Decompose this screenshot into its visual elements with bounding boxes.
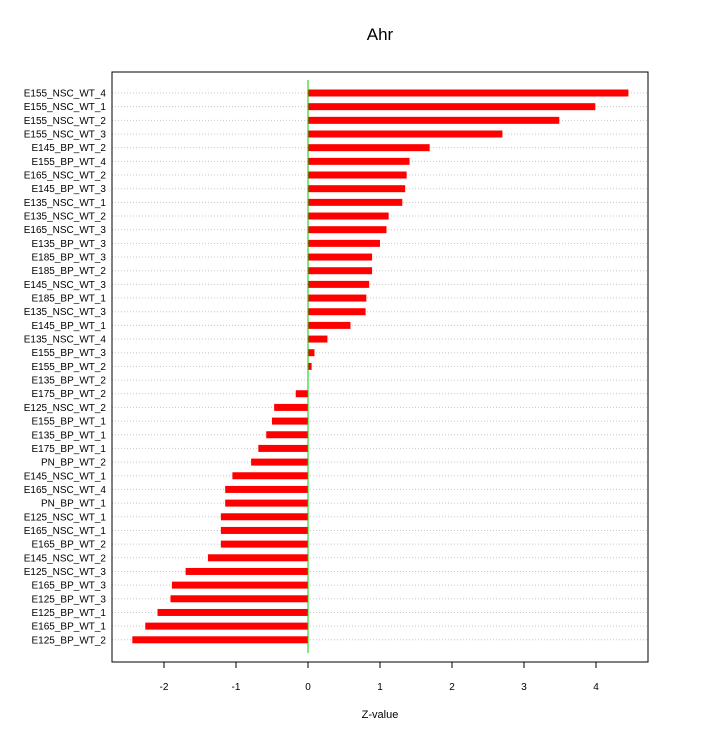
bar	[308, 239, 380, 247]
category-label: E135_NSC_WT_2	[24, 212, 107, 223]
bar	[274, 403, 308, 411]
bar	[220, 540, 308, 548]
category-label: E165_BP_WT_3	[32, 581, 107, 592]
category-label: E145_BP_WT_2	[32, 143, 107, 154]
category-label: E145_NSC_WT_2	[24, 553, 107, 564]
category-label: E125_NSC_WT_3	[24, 567, 107, 578]
bars	[132, 89, 629, 644]
category-label: E155_BP_WT_1	[32, 417, 107, 428]
bar	[258, 444, 308, 452]
x-tick-label: -1	[232, 682, 241, 693]
x-axis: -2 -1 0 1 2 3 4	[160, 662, 599, 693]
category-label: E175_BP_WT_1	[32, 444, 107, 455]
x-axis-label: Z-value	[362, 709, 399, 721]
bar	[220, 513, 308, 521]
category-label: E135_NSC_WT_1	[24, 198, 107, 209]
bar	[308, 144, 430, 152]
x-tick-label: 0	[305, 682, 311, 693]
bar	[308, 362, 312, 370]
category-label: E135_BP_WT_1	[32, 430, 107, 441]
category-label: E165_NSC_WT_3	[24, 225, 107, 236]
bar	[308, 212, 389, 220]
category-label: E125_BP_WT_2	[32, 635, 107, 646]
bar	[145, 622, 308, 630]
bar	[308, 157, 410, 165]
bar	[308, 253, 373, 261]
bar	[232, 472, 308, 480]
bar	[157, 608, 308, 616]
bar	[295, 390, 308, 398]
category-label: E185_BP_WT_2	[32, 266, 107, 277]
category-label: E165_BP_WT_2	[32, 540, 107, 551]
category-label: E135_BP_WT_2	[32, 376, 107, 387]
bar	[308, 89, 629, 97]
bar	[308, 280, 370, 288]
category-label: PN_BP_WT_2	[41, 458, 106, 469]
category-label: E125_NSC_WT_2	[24, 403, 107, 414]
bar	[308, 321, 351, 329]
category-label: E125_NSC_WT_1	[24, 512, 107, 523]
bar	[308, 267, 373, 275]
x-tick-label: 4	[593, 682, 599, 693]
category-label: E165_NSC_WT_4	[24, 485, 107, 496]
bar	[308, 185, 406, 193]
category-label: E155_NSC_WT_2	[24, 116, 107, 127]
bar	[220, 526, 308, 534]
category-label: E185_BP_WT_3	[32, 253, 107, 264]
category-label: E155_BP_WT_4	[32, 157, 107, 168]
category-label: E155_NSC_WT_3	[24, 130, 107, 141]
x-tick-label: -2	[160, 682, 169, 693]
bar	[308, 116, 560, 124]
bar	[170, 595, 308, 603]
category-label: E155_NSC_WT_4	[24, 89, 107, 100]
category-label: E145_NSC_WT_1	[24, 471, 107, 482]
category-label: E135_NSC_WT_4	[24, 335, 107, 346]
bar	[207, 554, 308, 562]
x-tick-label: 3	[521, 682, 527, 693]
category-label: E145_BP_WT_3	[32, 184, 107, 195]
bar	[308, 349, 315, 357]
category-label: E155_BP_WT_3	[32, 348, 107, 359]
category-label: E175_BP_WT_2	[32, 389, 107, 400]
bar	[185, 567, 308, 575]
category-label: E165_NSC_WT_2	[24, 171, 107, 182]
bar	[308, 308, 366, 316]
bar	[308, 130, 503, 138]
bar	[272, 417, 308, 425]
bar	[225, 485, 308, 493]
bar	[132, 636, 308, 644]
category-label: E155_NSC_WT_1	[24, 102, 107, 113]
category-labels: E155_NSC_WT_4 E155_NSC_WT_1 E155_NSC_WT_2 E…	[24, 89, 107, 647]
bar	[171, 581, 308, 589]
category-label: E165_NSC_WT_1	[24, 526, 107, 537]
bar	[225, 499, 308, 507]
category-label: E125_BP_WT_1	[32, 608, 107, 619]
category-label: PN_BP_WT_1	[41, 499, 106, 510]
bar	[308, 103, 596, 111]
category-label: E135_NSC_WT_3	[24, 307, 107, 318]
category-label: E185_BP_WT_1	[32, 294, 107, 305]
bar	[251, 458, 308, 466]
x-tick-label: 1	[377, 682, 383, 693]
x-tick-label: 2	[449, 682, 455, 693]
bar	[308, 198, 403, 206]
chart-title: Ahr	[367, 25, 394, 44]
bar	[308, 335, 328, 343]
category-label: E165_BP_WT_1	[32, 622, 107, 633]
bar	[308, 226, 387, 234]
category-label: E125_BP_WT_3	[32, 594, 107, 605]
bar	[308, 171, 407, 179]
bar	[266, 431, 308, 439]
category-label: E145_BP_WT_1	[32, 321, 107, 332]
bar	[308, 294, 367, 302]
category-label: E145_NSC_WT_3	[24, 280, 107, 291]
category-label: E135_BP_WT_3	[32, 239, 107, 250]
category-label: E155_BP_WT_2	[32, 362, 107, 373]
